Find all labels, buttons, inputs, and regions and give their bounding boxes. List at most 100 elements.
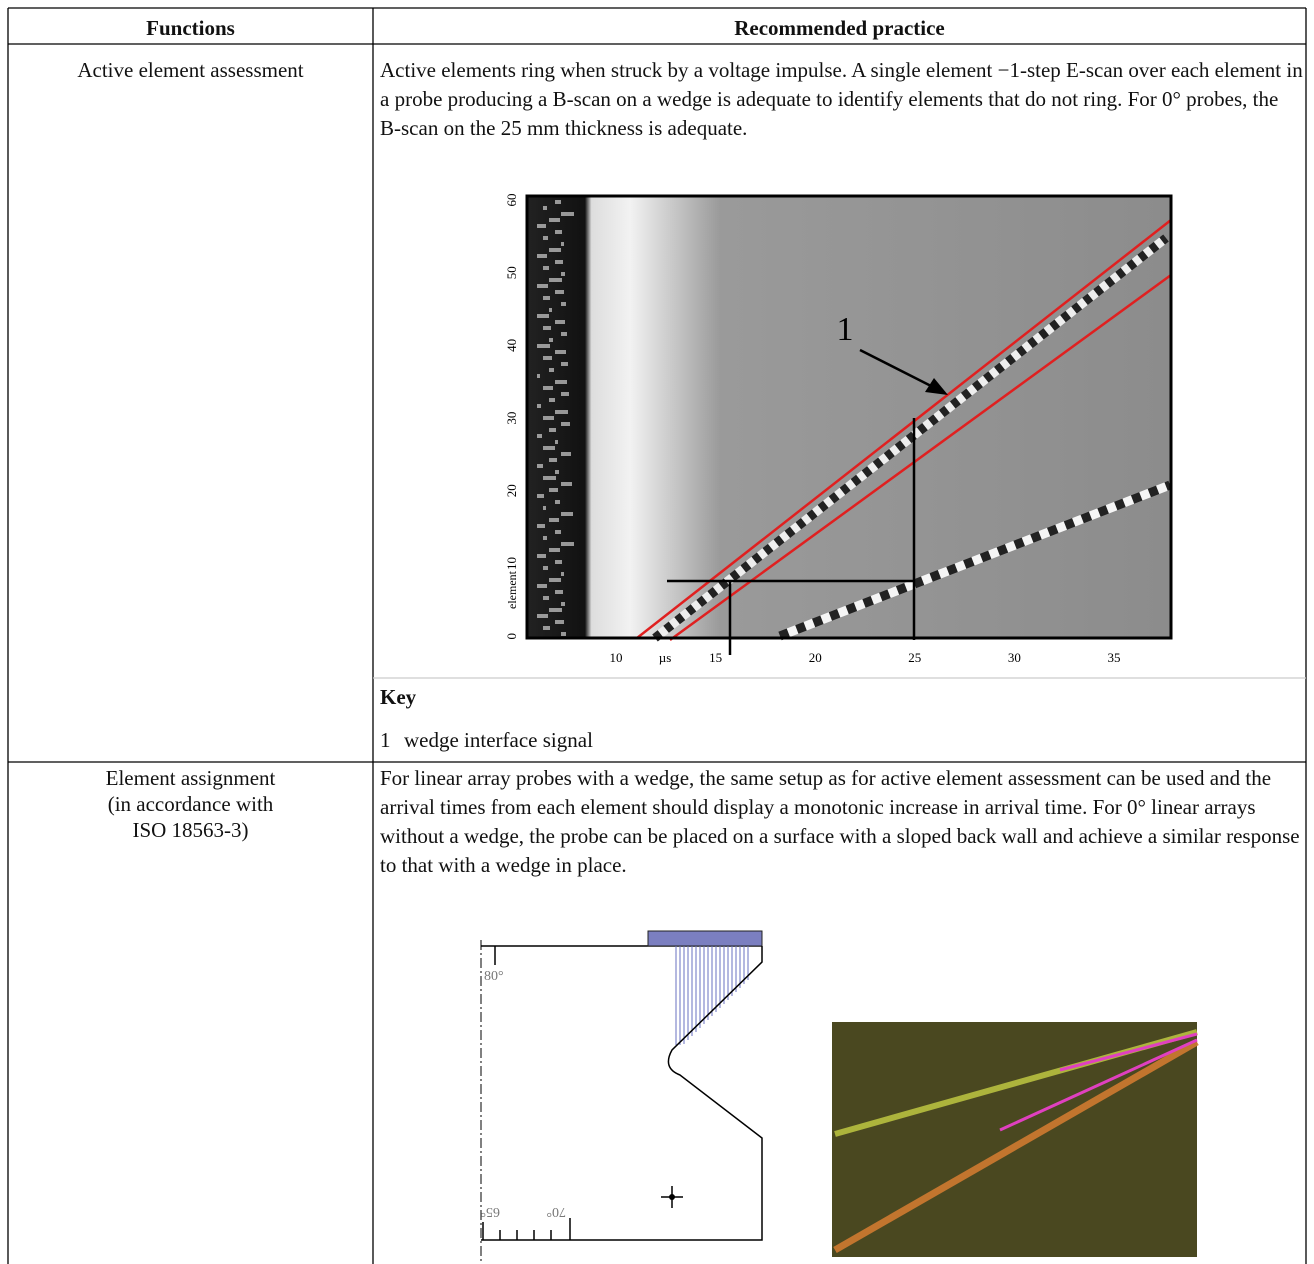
y-tick-label: 60: [504, 194, 519, 207]
scan-texture: [555, 320, 565, 324]
scan-texture: [543, 236, 548, 240]
scan-texture: [561, 362, 568, 366]
scan-texture: [537, 314, 549, 318]
scan-texture: [537, 254, 547, 258]
scan-texture: [537, 494, 544, 498]
scan-texture: [543, 296, 550, 300]
scan-texture: [561, 512, 573, 516]
scan-texture: [555, 350, 566, 354]
x-unit: µs: [659, 650, 672, 665]
scan-texture: [561, 272, 565, 276]
scan-texture: [549, 278, 562, 282]
scan-texture: [555, 530, 561, 534]
scan-texture: [543, 386, 553, 390]
scan-texture: [555, 290, 564, 294]
scan-texture: [555, 260, 563, 264]
header-cell: Functions: [8, 14, 373, 43]
scan-texture: [549, 308, 552, 312]
x-tick-label: 15: [709, 650, 722, 665]
scan-texture: [561, 482, 572, 486]
scan-texture: [543, 626, 550, 630]
practice-text: For linear array probes with a wedge, th…: [380, 764, 1304, 880]
x-tick-label: 10: [610, 650, 623, 665]
y-tick-label: 30: [504, 412, 519, 425]
scan-texture: [561, 632, 566, 636]
scan-texture: [543, 536, 547, 540]
header-cell: Recommended practice: [373, 14, 1306, 43]
scan-texture: [543, 446, 555, 450]
scan-texture: [549, 608, 562, 612]
angle-label: 80°: [484, 969, 504, 984]
scan-texture: [543, 566, 548, 570]
scan-texture: [537, 374, 540, 378]
x-tick-label: 30: [1008, 650, 1021, 665]
scan-texture: [555, 230, 562, 234]
block-diagram: 80° 65° 70°: [480, 931, 1197, 1264]
function-cell: Element assignment: [8, 764, 373, 793]
scan-texture: [549, 518, 559, 522]
scan-texture: [561, 542, 574, 546]
scan-texture: [555, 200, 561, 204]
y-axis-label: element: [505, 570, 519, 609]
scan-texture: [549, 458, 557, 462]
scan-texture: [549, 218, 560, 222]
y-tick-label: 50: [504, 266, 519, 279]
scan-texture: [555, 440, 558, 444]
y-tick-label: 40: [504, 339, 519, 352]
page: 1 6050403020100101520253035 element µs 8…: [0, 0, 1314, 1264]
scan-texture: [537, 554, 546, 558]
scan-texture: [549, 398, 555, 402]
scan-texture: [549, 368, 554, 372]
scan-texture: [537, 224, 546, 228]
key-number: 1: [380, 726, 391, 755]
scan-texture: [555, 560, 562, 564]
scan-texture: [555, 410, 568, 414]
scan-texture: [537, 284, 548, 288]
scan-texture: [543, 476, 556, 480]
scan-texture: [537, 614, 548, 618]
callout: 1: [837, 311, 854, 348]
x-tick-label: 25: [908, 650, 921, 665]
scan-texture: [561, 302, 566, 306]
function-cell: (in accordance with: [8, 790, 373, 819]
scan-texture: [543, 506, 546, 510]
function-cell: Active element assessment: [8, 56, 373, 85]
scan-texture: [561, 602, 565, 606]
y-tick-label: 20: [504, 484, 519, 497]
scan-texture: [561, 572, 564, 576]
scan-texture: [561, 422, 570, 426]
scan-texture: [561, 242, 564, 246]
scan-texture: [537, 584, 547, 588]
scan-texture: [549, 548, 560, 552]
scan-texture: [561, 332, 567, 336]
x-tick-label: 35: [1108, 650, 1121, 665]
scan-texture: [537, 434, 542, 438]
scan-texture: [555, 620, 564, 624]
key-text: wedge interface signal: [404, 726, 593, 755]
scan-texture: [555, 590, 563, 594]
scan-texture: [537, 464, 543, 468]
y-tick-label: 0: [504, 633, 519, 640]
scan-texture: [561, 452, 571, 456]
scan-texture: [537, 524, 545, 528]
practice-text: Active elements ring when struck by a vo…: [380, 56, 1304, 143]
scan-texture: [555, 470, 559, 474]
scan-texture: [561, 212, 574, 216]
function-cell: ISO 18563-3): [8, 816, 373, 845]
table-frame: 1 6050403020100101520253035 element µs 8…: [0, 0, 1314, 1264]
scan-texture: [543, 416, 554, 420]
scan-texture: [543, 266, 549, 270]
key-title: Key: [380, 683, 416, 712]
scan-texture: [543, 356, 552, 360]
angle-label: 65°: [480, 1204, 500, 1219]
scan-texture: [549, 488, 558, 492]
scan-texture: [549, 248, 561, 252]
scan-texture: [537, 344, 550, 348]
angle-label: 70°: [546, 1204, 566, 1219]
scan-texture: [555, 380, 567, 384]
scan-texture: [561, 392, 569, 396]
scan-texture: [555, 500, 560, 504]
scan-texture: [549, 428, 556, 432]
scan-texture: [543, 326, 551, 330]
